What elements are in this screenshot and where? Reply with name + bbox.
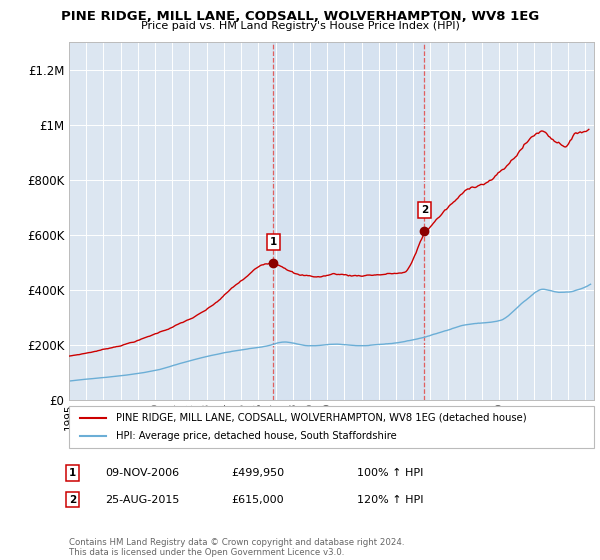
Text: 1: 1 xyxy=(269,237,277,247)
Bar xyxy=(273,42,424,400)
Text: HPI: Average price, detached house, South Staffordshire: HPI: Average price, detached house, Sout… xyxy=(116,431,397,441)
Text: 2: 2 xyxy=(421,205,428,215)
Text: Contains HM Land Registry data © Crown copyright and database right 2024.
This d: Contains HM Land Registry data © Crown c… xyxy=(69,538,404,557)
Text: 09-NOV-2006: 09-NOV-2006 xyxy=(105,468,179,478)
Text: 1: 1 xyxy=(69,468,76,478)
Text: Price paid vs. HM Land Registry's House Price Index (HPI): Price paid vs. HM Land Registry's House … xyxy=(140,21,460,31)
Text: 25-AUG-2015: 25-AUG-2015 xyxy=(105,494,179,505)
Text: £615,000: £615,000 xyxy=(231,494,284,505)
Text: 2: 2 xyxy=(69,494,76,505)
Text: 100% ↑ HPI: 100% ↑ HPI xyxy=(357,468,424,478)
Text: 120% ↑ HPI: 120% ↑ HPI xyxy=(357,494,424,505)
Text: £499,950: £499,950 xyxy=(231,468,284,478)
Text: PINE RIDGE, MILL LANE, CODSALL, WOLVERHAMPTON, WV8 1EG (detached house): PINE RIDGE, MILL LANE, CODSALL, WOLVERHA… xyxy=(116,413,527,423)
Text: PINE RIDGE, MILL LANE, CODSALL, WOLVERHAMPTON, WV8 1EG: PINE RIDGE, MILL LANE, CODSALL, WOLVERHA… xyxy=(61,10,539,23)
